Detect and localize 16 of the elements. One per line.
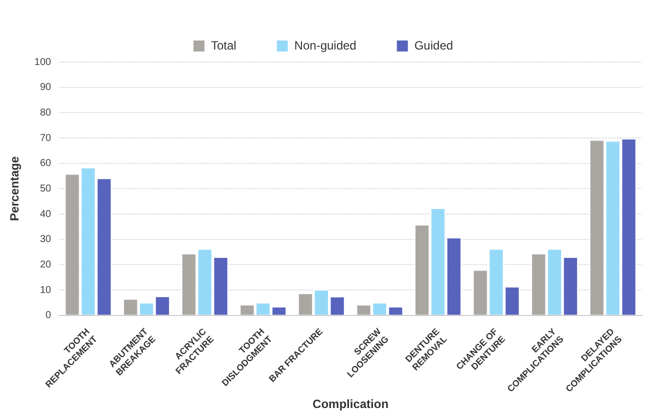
legend-label: Guided <box>414 38 454 52</box>
legend-label: Total <box>210 38 236 52</box>
y-tick-label: 60 <box>40 158 52 170</box>
y-tick-label: 0 <box>46 310 52 322</box>
y-tick-label: 80 <box>40 107 52 118</box>
legend-label: Non-guided <box>294 38 356 52</box>
y-tick-label: 70 <box>40 132 52 144</box>
y-tick-label: 50 <box>40 183 52 194</box>
y-tick-label: 100 <box>34 56 52 68</box>
x-axis-title: Complication <box>312 397 389 412</box>
y-tick-label: 20 <box>40 259 52 270</box>
y-tick-label: 90 <box>40 82 52 94</box>
y-axis-title: Percentage <box>8 156 22 222</box>
y-tick-label: 40 <box>40 208 52 220</box>
y-tick-label: 30 <box>40 234 52 246</box>
y-tick-label: 10 <box>40 284 52 296</box>
